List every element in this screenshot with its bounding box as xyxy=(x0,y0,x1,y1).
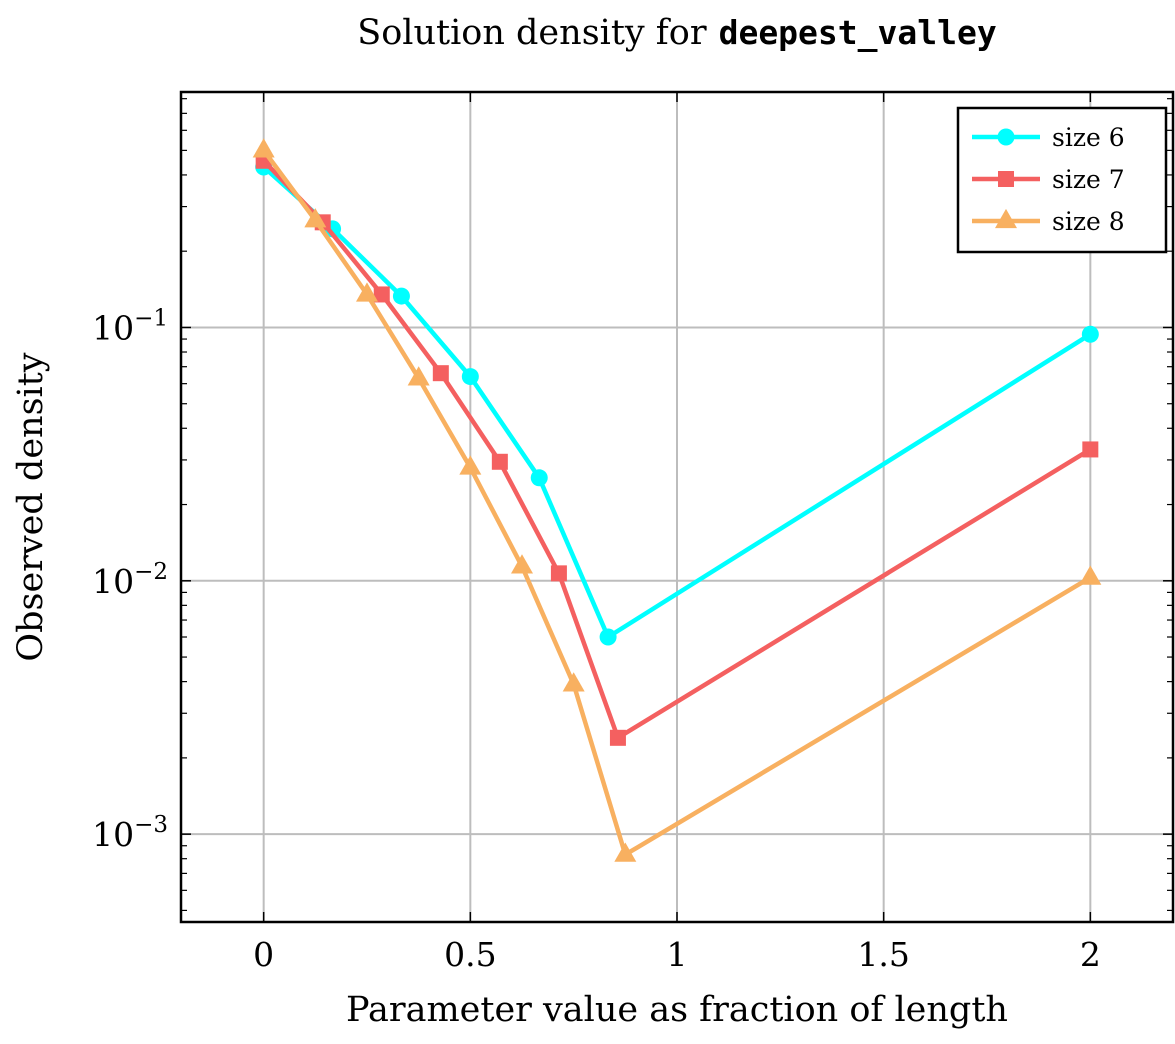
series-2 xyxy=(255,152,1099,746)
data-point xyxy=(461,368,479,386)
data-point xyxy=(373,286,390,303)
data-point xyxy=(599,628,617,646)
series-3 xyxy=(252,138,1102,862)
x-tick-label: 1 xyxy=(667,935,688,974)
chart-title-prefix: Solution density for xyxy=(357,13,707,53)
legend-entry: size 6 xyxy=(972,123,1125,152)
data-point xyxy=(407,366,430,386)
plot-frame xyxy=(179,90,1175,924)
series-line xyxy=(262,159,1092,741)
data-point xyxy=(392,287,410,305)
data-point xyxy=(1082,441,1099,458)
chart-title-code: deepest_valley xyxy=(719,13,997,52)
legend: size 6 size 7 size 8 xyxy=(956,106,1168,254)
x-tick-label: 0 xyxy=(253,935,274,974)
data-point xyxy=(432,365,449,382)
x-axis-label: Parameter value as fraction of length xyxy=(346,990,1008,1030)
data-point xyxy=(356,282,378,302)
data-point xyxy=(304,208,327,228)
data-point xyxy=(252,138,275,158)
data-point xyxy=(1079,565,1102,585)
legend-entry: size 8 xyxy=(972,207,1125,236)
data-point xyxy=(1081,325,1099,343)
series-1 xyxy=(255,158,1099,646)
data-point xyxy=(609,729,626,746)
y-tick-label: 10−2 xyxy=(92,559,168,601)
data-point xyxy=(562,672,585,692)
data-point xyxy=(550,565,567,582)
legend-marker xyxy=(995,208,1017,229)
x-tick-label: 2 xyxy=(1080,935,1101,974)
y-axis-label: Observed density xyxy=(11,352,51,661)
legend-marker xyxy=(997,128,1015,146)
data-point xyxy=(491,453,508,470)
chart-title: Solution density for deepest_valley xyxy=(357,13,996,53)
data-point xyxy=(459,455,482,475)
y-tick-labels: 10−3 10−2 10−1 xyxy=(92,305,168,854)
legend-label: size 8 xyxy=(1052,207,1125,236)
legend-label: size 7 xyxy=(1052,165,1125,194)
data-point xyxy=(614,842,637,862)
data-point xyxy=(511,554,533,574)
x-tick-label: 1.5 xyxy=(857,935,909,974)
data-point xyxy=(530,469,548,487)
x-tick-labels: 0 0.5 1 1.5 2 xyxy=(253,935,1101,974)
x-tick-label: 0.5 xyxy=(444,935,496,974)
series-layer xyxy=(252,138,1102,862)
y-tick-label: 10−1 xyxy=(92,305,168,347)
y-tick-label: 10−3 xyxy=(92,812,168,854)
legend-label: size 6 xyxy=(1052,123,1125,152)
legend-entry: size 7 xyxy=(972,165,1125,194)
legend-marker xyxy=(998,171,1014,187)
